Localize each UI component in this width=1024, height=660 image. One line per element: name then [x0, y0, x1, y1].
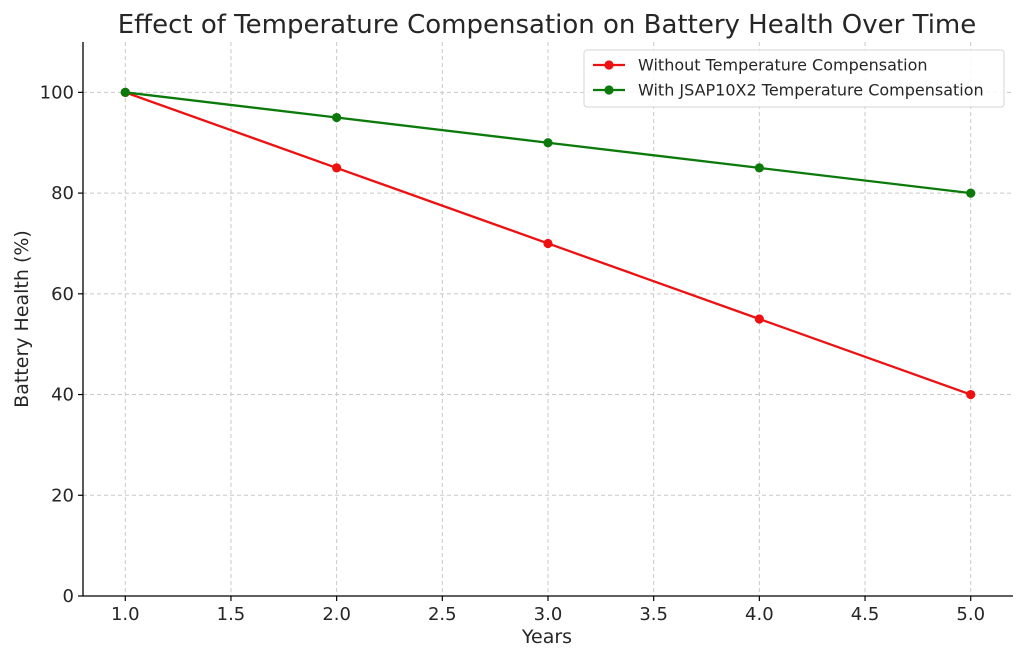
legend-swatch-marker — [604, 85, 614, 95]
grid — [83, 42, 1013, 597]
x-tick-label: 1.0 — [111, 604, 140, 625]
x-tick-label: 2.0 — [322, 604, 351, 625]
x-tick-label: 1.5 — [217, 604, 246, 625]
data-point — [754, 163, 764, 173]
legend-box — [583, 49, 1005, 108]
series-2 — [120, 87, 976, 198]
data-point — [332, 112, 342, 123]
y-tick-label: 100 — [40, 82, 74, 103]
data-point — [543, 238, 553, 249]
legend-label: Without Temperature Compensation — [638, 56, 928, 75]
data-point — [543, 138, 553, 148]
x-tick-label: 3.0 — [534, 604, 563, 625]
y-tick-label: 60 — [51, 284, 74, 305]
y-axis-label: Battery Health (%) — [11, 230, 33, 408]
ticks: 1.0 1.5 2.0 2.5 3.0 3.5 4.0 4.5 5.0 0 20 40 60 80 100 — [40, 82, 985, 625]
x-axis-label: Years — [521, 626, 572, 648]
data-point — [332, 163, 342, 173]
legend-label: With JSAP10X2 Temperature Compensation — [638, 81, 984, 100]
data-point — [120, 87, 130, 97]
x-tick-label: 2.5 — [428, 604, 457, 625]
data-point — [754, 314, 764, 324]
data-point — [966, 389, 976, 400]
x-tick-label: 3.5 — [639, 604, 668, 625]
legend-item: Without Temperature Compensation — [593, 56, 928, 75]
legend-item: With JSAP10X2 Temperature Compensation — [593, 81, 984, 100]
y-tick-label: 0 — [63, 586, 74, 607]
chart-title: Effect of Temperature Compensation on Ba… — [118, 10, 977, 40]
series-group — [120, 87, 976, 400]
x-tick-label: 5.0 — [956, 604, 985, 625]
data-point — [966, 188, 976, 198]
legend-swatch-marker — [604, 60, 614, 70]
y-tick-label: 20 — [51, 485, 74, 506]
x-tick-label: 4.5 — [851, 604, 880, 625]
legend: Without Temperature Compensation With JSA… — [583, 49, 1005, 108]
y-tick-label: 80 — [51, 183, 74, 204]
x-tick-label: 4.0 — [745, 604, 774, 625]
y-tick-label: 40 — [51, 385, 74, 406]
